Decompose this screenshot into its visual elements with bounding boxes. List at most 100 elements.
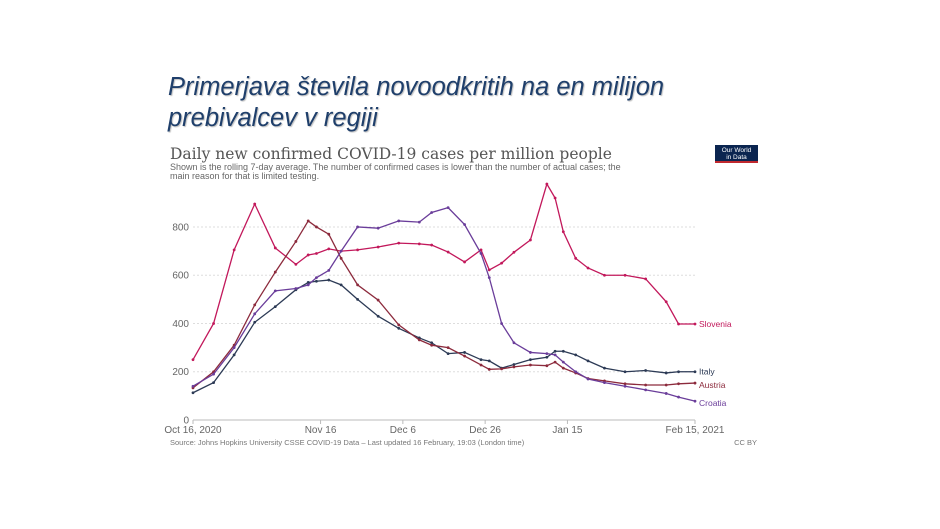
data-point bbox=[417, 242, 421, 246]
data-point bbox=[446, 346, 450, 350]
y-tick-label: 400 bbox=[172, 319, 189, 330]
data-point bbox=[664, 300, 668, 304]
data-point bbox=[430, 211, 434, 214]
data-point bbox=[191, 391, 195, 395]
x-tick-label: Feb 15, 2021 bbox=[666, 425, 725, 436]
x-tick-label: Jan 15 bbox=[552, 425, 582, 436]
data-point bbox=[500, 322, 504, 325]
data-point bbox=[623, 370, 627, 374]
data-point bbox=[397, 326, 401, 330]
data-point bbox=[487, 367, 491, 371]
series-line bbox=[192, 279, 695, 394]
data-point bbox=[545, 352, 549, 356]
data-point bbox=[294, 287, 298, 290]
x-tick-label: Oct 16, 2020 bbox=[164, 425, 222, 436]
data-point bbox=[512, 341, 516, 345]
data-point bbox=[446, 250, 450, 254]
y-tick-label: 0 bbox=[183, 416, 189, 427]
data-point bbox=[561, 366, 565, 370]
data-point bbox=[430, 341, 434, 345]
data-point bbox=[376, 298, 380, 302]
data-point bbox=[512, 250, 516, 254]
data-point bbox=[339, 249, 343, 253]
data-point bbox=[693, 322, 697, 326]
y-tick-label: 200 bbox=[172, 367, 189, 378]
series-label: Slovenia bbox=[699, 319, 732, 329]
data-point bbox=[500, 261, 504, 265]
data-point bbox=[430, 343, 434, 347]
data-point bbox=[306, 253, 310, 257]
data-point bbox=[253, 312, 257, 316]
data-point bbox=[273, 270, 277, 274]
data-point bbox=[376, 245, 380, 249]
source-note: Source: Johns Hopkins University CSSE CO… bbox=[170, 438, 525, 447]
data-point bbox=[512, 363, 516, 366]
data-point bbox=[603, 381, 606, 384]
data-point bbox=[586, 266, 590, 270]
data-point bbox=[553, 196, 557, 200]
data-point bbox=[356, 283, 359, 287]
owid-logo[interactable]: Our World in Data bbox=[715, 145, 758, 163]
data-point bbox=[664, 383, 668, 387]
data-point bbox=[356, 248, 359, 252]
data-point bbox=[397, 219, 401, 223]
data-point bbox=[397, 241, 401, 245]
data-point bbox=[545, 182, 549, 186]
data-point bbox=[253, 202, 257, 206]
data-point bbox=[529, 351, 532, 354]
data-point bbox=[677, 322, 680, 326]
data-point bbox=[232, 353, 236, 357]
data-point bbox=[339, 256, 343, 260]
data-point bbox=[446, 206, 450, 210]
data-point bbox=[603, 273, 606, 277]
data-point bbox=[356, 297, 359, 301]
logo-line2: in Data bbox=[726, 154, 747, 161]
series-line bbox=[192, 206, 696, 402]
data-point bbox=[586, 359, 590, 363]
data-point bbox=[294, 240, 298, 243]
data-point bbox=[500, 367, 504, 371]
series-line bbox=[192, 219, 696, 389]
data-point bbox=[553, 353, 557, 357]
data-point bbox=[623, 382, 627, 386]
x-tick-label: Nov 16 bbox=[305, 425, 337, 436]
x-tick-label: Dec 6 bbox=[390, 425, 417, 436]
data-point bbox=[664, 371, 668, 375]
data-point bbox=[574, 370, 578, 374]
data-point bbox=[327, 268, 331, 272]
data-point bbox=[463, 260, 466, 264]
data-point bbox=[553, 349, 557, 353]
data-point bbox=[191, 384, 195, 388]
chart-subtitle-line1: Shown is the rolling 7-day average. The … bbox=[170, 162, 621, 172]
data-point bbox=[487, 276, 491, 280]
data-point bbox=[561, 230, 565, 234]
slide-title-line1: Primerjava števila novoodkritih na en mi… bbox=[168, 73, 665, 101]
data-point bbox=[487, 359, 491, 363]
data-point bbox=[623, 273, 627, 277]
data-point bbox=[487, 268, 491, 272]
x-axis: Oct 16, 2020 Nov 16 Dec 6 Dec 26 Jan 15 Feb 1… bbox=[164, 420, 725, 436]
data-point bbox=[315, 225, 318, 229]
data-point bbox=[212, 372, 215, 376]
data-point bbox=[574, 353, 578, 357]
data-point bbox=[306, 283, 310, 287]
logo-line1: Our World bbox=[722, 147, 752, 154]
data-point bbox=[479, 358, 483, 362]
data-point bbox=[376, 314, 380, 318]
data-point bbox=[430, 243, 434, 247]
data-point bbox=[232, 346, 236, 350]
data-point bbox=[315, 252, 318, 255]
data-point bbox=[603, 366, 606, 370]
data-point bbox=[315, 279, 318, 283]
data-point bbox=[693, 399, 697, 403]
data-point bbox=[315, 276, 318, 280]
data-point bbox=[253, 303, 257, 307]
data-point bbox=[677, 382, 680, 386]
slide-title-line2: prebivalcev v regiji bbox=[168, 104, 378, 132]
data-point bbox=[376, 226, 380, 230]
data-point bbox=[553, 360, 557, 364]
data-point bbox=[273, 305, 277, 308]
data-point bbox=[356, 225, 359, 229]
data-point bbox=[327, 232, 331, 236]
y-tick-label: 800 bbox=[172, 222, 189, 233]
